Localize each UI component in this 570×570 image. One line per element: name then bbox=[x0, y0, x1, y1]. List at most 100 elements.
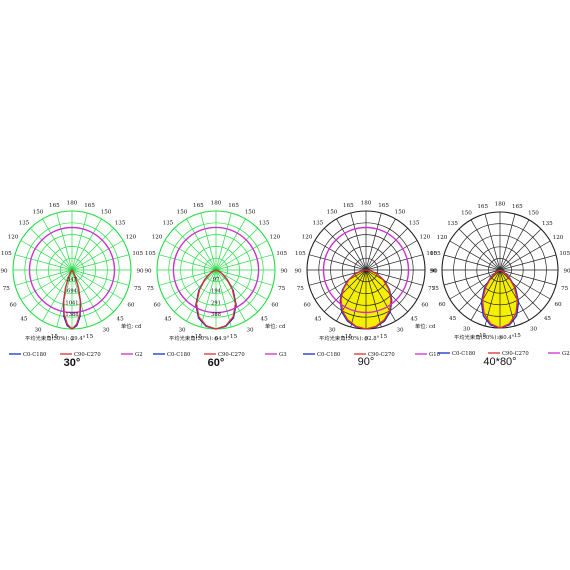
legend-label: C0-C180 bbox=[452, 351, 476, 357]
angle-label: 165 bbox=[193, 203, 204, 209]
angle-label: 60 bbox=[154, 303, 162, 309]
legend-label: C0-C180 bbox=[317, 352, 341, 358]
angle-label: 30 bbox=[34, 327, 42, 333]
grid-spoke bbox=[215, 269, 274, 286]
angle-label: 0 bbox=[364, 337, 368, 343]
grid-spoke bbox=[324, 269, 367, 312]
grid-spoke bbox=[484, 213, 501, 271]
angle-label: 15 bbox=[345, 334, 353, 340]
angle-label: 75 bbox=[134, 286, 142, 292]
legend-label: G3 bbox=[279, 352, 287, 358]
angle-label: 45 bbox=[117, 317, 125, 323]
grid-spoke bbox=[365, 269, 408, 312]
grid-spoke bbox=[174, 228, 217, 271]
angle-label: 30 bbox=[530, 327, 538, 333]
angle-label: 105 bbox=[276, 251, 287, 257]
angle-label: 135 bbox=[163, 220, 174, 226]
angle-label: 0 bbox=[214, 337, 218, 343]
grid-spoke bbox=[215, 269, 246, 322]
radial-value-label: 194 bbox=[211, 289, 222, 295]
angle-label: 75 bbox=[278, 286, 286, 292]
grid-spoke bbox=[324, 228, 367, 271]
grid-spoke bbox=[499, 269, 530, 321]
angle-label: 60 bbox=[438, 302, 446, 308]
angle-label: 15 bbox=[230, 334, 238, 340]
grid-spoke bbox=[365, 228, 408, 271]
legend-label: C90-C270 bbox=[218, 352, 245, 358]
angle-label: 45 bbox=[261, 317, 269, 323]
angle-label: 180 bbox=[211, 201, 222, 207]
angle-label: 60 bbox=[421, 303, 429, 309]
chart-title: 30° bbox=[64, 357, 81, 369]
grid-spoke bbox=[30, 228, 73, 271]
angle-label: 165 bbox=[512, 204, 523, 210]
grid-spoke bbox=[71, 269, 114, 312]
radial-value-label: 291 bbox=[211, 300, 221, 306]
angle-label: 15 bbox=[51, 334, 59, 340]
angle-label: 150 bbox=[327, 210, 338, 216]
grid-spoke bbox=[71, 228, 114, 271]
angle-label: 45 bbox=[449, 316, 457, 322]
angle-label: 105 bbox=[132, 251, 143, 257]
grid-spoke bbox=[174, 269, 217, 312]
grid-spoke bbox=[499, 269, 516, 327]
polar-chart-3: 180 1651501351201059075604530150153045607… bbox=[294, 201, 440, 369]
legend-label: G10 bbox=[429, 352, 441, 358]
angle-label: 15 bbox=[514, 333, 522, 339]
series-g10 bbox=[322, 226, 410, 314]
grid-spoke bbox=[215, 228, 258, 271]
grid-spoke bbox=[71, 240, 124, 271]
radial-value-label: 388 bbox=[211, 312, 221, 318]
radial-value-label: 1041 bbox=[65, 300, 78, 306]
grid-spoke bbox=[164, 240, 217, 271]
angle-label: 150 bbox=[101, 210, 112, 216]
grid-spoke bbox=[215, 240, 268, 271]
angle-label: 60 bbox=[10, 303, 18, 309]
angle-label: 135 bbox=[313, 220, 324, 226]
angle-label: 180 bbox=[495, 202, 506, 208]
grid-spoke bbox=[499, 219, 530, 271]
angle-label: 45 bbox=[314, 317, 322, 323]
angle-label: 150 bbox=[245, 210, 256, 216]
grid-spoke bbox=[215, 212, 232, 271]
grid-spoke bbox=[200, 212, 217, 271]
angle-label: 75 bbox=[3, 286, 11, 292]
series-c90-c270 bbox=[340, 269, 392, 330]
grid-spoke bbox=[336, 218, 367, 271]
unit-label: 单位: cd bbox=[265, 322, 286, 330]
angle-label: 45 bbox=[544, 316, 552, 322]
grid-spoke bbox=[336, 269, 367, 322]
polar-chart-4: 180 1651501351201059075604530150153045607… bbox=[429, 202, 570, 369]
grid-spoke bbox=[499, 269, 542, 312]
angle-label: 30 bbox=[396, 327, 404, 333]
angle-label: 135 bbox=[409, 220, 420, 226]
angle-label: 165 bbox=[343, 203, 354, 209]
series-c90-c270 bbox=[481, 269, 519, 329]
grid-spoke bbox=[186, 218, 217, 271]
angle-label: 90 bbox=[294, 269, 302, 275]
grid-spoke bbox=[365, 218, 396, 271]
grid-spoke bbox=[314, 269, 367, 300]
angle-label: 75 bbox=[147, 286, 155, 292]
grid-spoke bbox=[215, 269, 258, 312]
grid-spoke bbox=[164, 269, 217, 300]
grid-spoke bbox=[365, 240, 418, 271]
angle-label: 90 bbox=[136, 269, 144, 275]
angle-label: 15 bbox=[86, 334, 94, 340]
legend-label: C90-C270 bbox=[502, 351, 529, 357]
angle-label: 135 bbox=[19, 220, 30, 226]
legend-label: C0-C180 bbox=[167, 352, 191, 358]
grid-spoke bbox=[365, 254, 424, 271]
grid-spoke bbox=[158, 269, 217, 286]
grid-spoke bbox=[350, 212, 367, 271]
angle-label: 90 bbox=[0, 269, 8, 275]
angle-label: 120 bbox=[437, 235, 448, 241]
angle-label: 165 bbox=[84, 203, 95, 209]
beam-angle-text: 平均光束角(50%): 60.4° bbox=[454, 333, 515, 341]
angle-label: 75 bbox=[432, 286, 440, 292]
angle-label: 75 bbox=[561, 286, 569, 292]
angle-label: 60 bbox=[304, 303, 312, 309]
grid-spoke bbox=[71, 212, 88, 271]
radial-value-label: 694 bbox=[67, 289, 78, 295]
